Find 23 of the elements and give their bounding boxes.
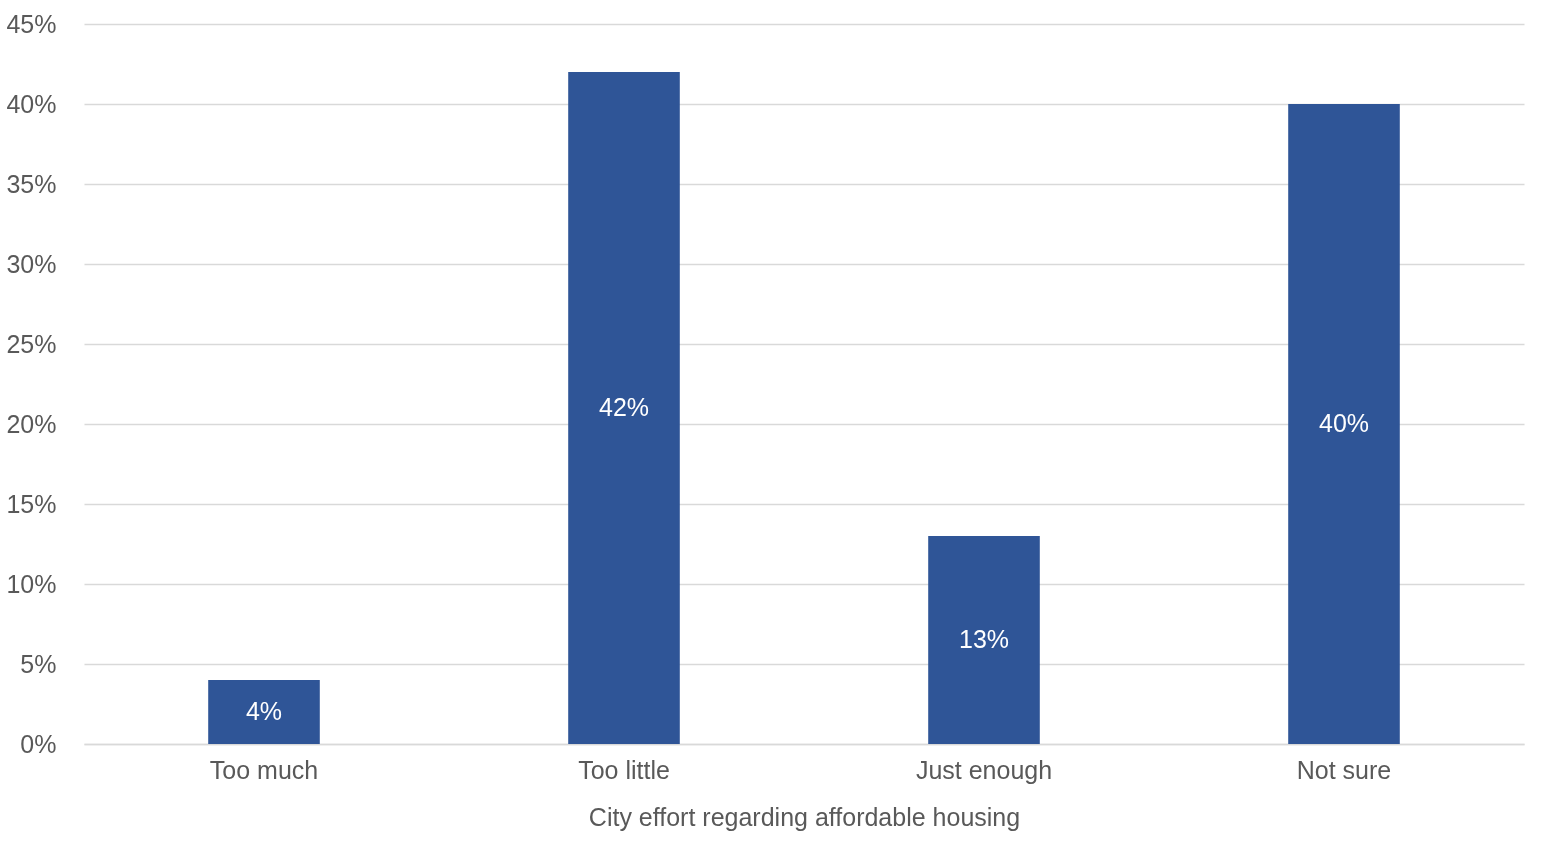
y-tick-label: 0% xyxy=(20,729,57,758)
bar xyxy=(1288,104,1400,744)
y-tick-label: 30% xyxy=(6,249,57,278)
data-label: 42% xyxy=(598,393,650,421)
data-label: 40% xyxy=(1318,409,1370,437)
x-tick-label: Not sure xyxy=(1296,755,1392,784)
y-tick-label: 10% xyxy=(6,569,57,598)
data-label: 4% xyxy=(245,697,283,725)
bar xyxy=(568,72,680,744)
y-tick-label: 20% xyxy=(6,409,57,438)
data-label: 13% xyxy=(958,625,1010,653)
y-tick-label: 5% xyxy=(20,649,57,678)
y-tick-label: 40% xyxy=(6,89,57,118)
x-tick-label: Just enough xyxy=(915,755,1053,784)
y-tick-label: 35% xyxy=(6,169,57,198)
x-tick-label: Too much xyxy=(209,755,319,784)
bar xyxy=(928,536,1040,744)
y-tick-label: 25% xyxy=(6,329,57,358)
x-tick-label: Too little xyxy=(578,755,670,784)
x-axis-title: City effort regarding affordable housing xyxy=(588,802,1021,831)
y-tick-label: 45% xyxy=(6,9,57,38)
bar xyxy=(208,680,320,744)
y-tick-label: 15% xyxy=(6,489,57,518)
